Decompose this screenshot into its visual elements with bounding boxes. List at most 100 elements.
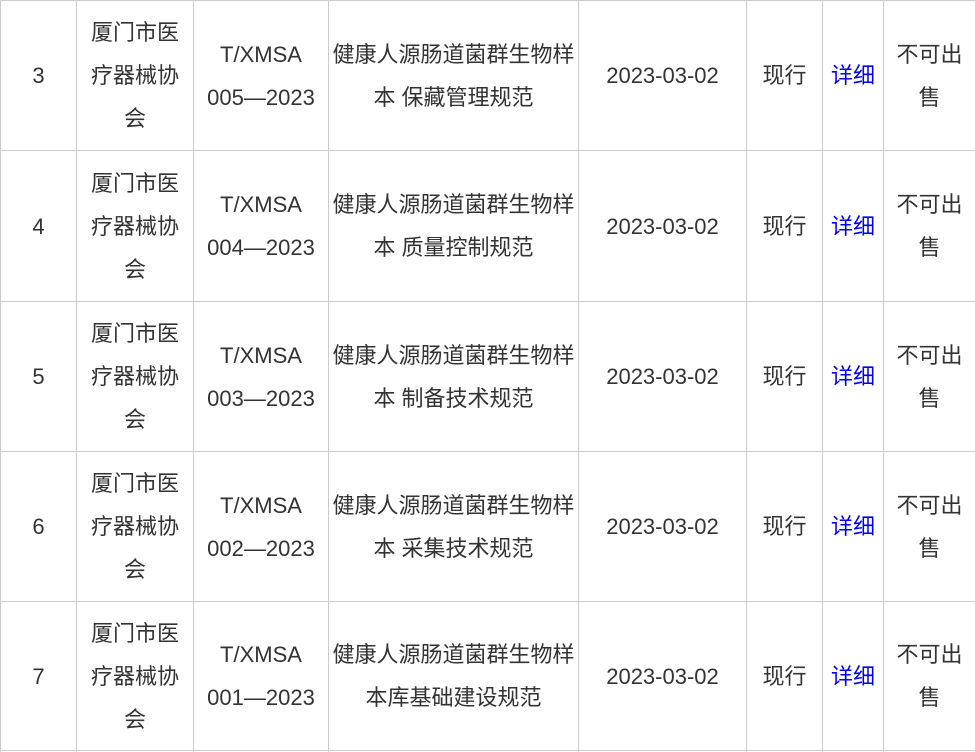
standard-code-line: T/XMSA: [220, 642, 302, 667]
org-line: 疗器械协: [90, 364, 179, 389]
status-cell: 现行: [746, 0, 823, 151]
detail-cell: 详细: [822, 301, 884, 452]
publish-date: 2023-03-02: [606, 514, 719, 539]
detail-link[interactable]: 详细: [830, 663, 875, 689]
publish-date: 2023-03-02: [606, 63, 719, 88]
org-line: 疗器械协: [90, 213, 179, 239]
standard-name-line: 本 保藏管理规范: [373, 84, 534, 110]
standard-code-cell: T/XMSA 002—2023: [193, 451, 329, 602]
detail-cell: 详细: [822, 451, 884, 602]
org-line: 疗器械协: [90, 63, 179, 88]
status-cell: 现行: [746, 150, 823, 302]
standard-code-line: T/XMSA: [220, 41, 302, 67]
sale-status-line: 售: [918, 685, 941, 710]
detail-link[interactable]: 详细: [830, 364, 875, 389]
standard-name-line: 本库基础建设规范: [365, 685, 542, 710]
standard-name-line: 健康人源肠道菌群生物样: [332, 41, 575, 67]
standard-code-line: 005—2023: [207, 84, 315, 110]
org-cell: 厦门市医 疗器械协 会: [76, 451, 194, 602]
standard-code-cell: T/XMSA 005—2023: [193, 0, 329, 151]
standard-code-line: 001—2023: [207, 685, 315, 710]
org-line: 疗器械协: [90, 663, 179, 689]
status-label: 现行: [762, 63, 807, 88]
org-line: 厦门市医: [90, 620, 179, 646]
table-row-clipped: [0, 750, 975, 752]
standard-name-line: 本 质量控制规范: [373, 235, 534, 260]
standard-name-cell: 健康人源肠道菌群生物样 本 制备技术规范: [328, 301, 579, 452]
row-index-cell: 6: [0, 451, 77, 602]
detail-link[interactable]: 详细: [830, 63, 875, 88]
detail-link[interactable]: 详细: [830, 213, 875, 239]
standard-name-cell: 健康人源肠道菌群生物样 本 质量控制规范: [328, 150, 579, 302]
standard-code-line: 003—2023: [207, 385, 315, 411]
status-cell: 现行: [746, 601, 823, 751]
detail-cell: 详细: [822, 601, 884, 751]
sale-status-line: 不可出: [896, 192, 963, 217]
standard-name-cell: 健康人源肠道菌群生物样 本 保藏管理规范: [328, 0, 579, 151]
table-row: 7 厦门市医 疗器械协 会 T/XMSA 001—2023 健康人源肠道菌群生物…: [0, 601, 975, 751]
sale-status-cell: 不可出 售: [883, 150, 975, 302]
org-cell: 厦门市医 疗器械协 会: [76, 150, 194, 302]
standard-name-cell: 健康人源肠道菌群生物样 本库基础建设规范: [328, 601, 579, 751]
standard-code-cell: T/XMSA 004—2023: [193, 150, 329, 302]
org-line: 厦门市医: [90, 170, 179, 196]
sale-status-cell: 不可出 售: [883, 451, 975, 602]
row-index: 5: [32, 364, 45, 389]
standard-code-line: T/XMSA: [220, 192, 302, 217]
row-index: 4: [32, 213, 45, 239]
org-line: 厦门市医: [90, 471, 179, 496]
row-index: 3: [32, 63, 45, 88]
sale-status-line: 不可出: [896, 492, 963, 518]
org-cell: 厦门市医 疗器械协 会: [76, 301, 194, 452]
publish-date: 2023-03-02: [606, 213, 719, 239]
org-line: 厦门市医: [90, 321, 179, 346]
sale-status-line: 不可出: [896, 342, 963, 368]
publish-date: 2023-03-02: [606, 663, 719, 689]
status-label: 现行: [762, 213, 807, 239]
publish-date-cell: 2023-03-02: [578, 301, 747, 452]
standard-code-line: 002—2023: [207, 535, 315, 561]
org-line: 会: [123, 106, 146, 131]
org-line: 会: [123, 557, 146, 582]
org-line: 会: [123, 706, 146, 732]
row-index-cell: 4: [0, 150, 77, 302]
org-line: 疗器械协: [90, 514, 179, 539]
standard-name-line: 健康人源肠道菌群生物样: [332, 192, 575, 217]
standard-name-line: 健康人源肠道菌群生物样: [332, 492, 575, 518]
org-cell: 厦门市医 疗器械协 会: [76, 601, 194, 751]
org-line: 会: [123, 407, 146, 432]
sale-status-cell: 不可出 售: [883, 301, 975, 452]
detail-link[interactable]: 详细: [830, 514, 875, 539]
sale-status-line: 不可出: [896, 642, 963, 667]
sale-status-line: 售: [918, 535, 941, 561]
detail-cell: 详细: [822, 150, 884, 302]
publish-date-cell: 2023-03-02: [578, 0, 747, 151]
table-row: 6 厦门市医 疗器械协 会 T/XMSA 002—2023 健康人源肠道菌群生物…: [0, 451, 975, 602]
standard-name-line: 本 制备技术规范: [373, 385, 534, 411]
standard-name-line: 本 采集技术规范: [373, 535, 534, 561]
row-index: 7: [32, 663, 45, 689]
row-index-cell: 5: [0, 301, 77, 452]
status-label: 现行: [762, 514, 807, 539]
detail-cell: 详细: [822, 0, 884, 151]
publish-date: 2023-03-02: [606, 364, 719, 389]
row-index-cell: 3: [0, 0, 77, 151]
sale-status-line: 不可出: [896, 41, 963, 67]
standard-name-line: 健康人源肠道菌群生物样: [332, 642, 575, 667]
sale-status-cell: 不可出 售: [883, 601, 975, 751]
org-line: 会: [123, 256, 146, 282]
row-index-cell: 7: [0, 601, 77, 751]
table-row: 4 厦门市医 疗器械协 会 T/XMSA 004—2023 健康人源肠道菌群生物…: [0, 150, 975, 302]
standard-name-line: 健康人源肠道菌群生物样: [332, 342, 575, 368]
publish-date-cell: 2023-03-02: [578, 150, 747, 302]
standard-name-cell: 健康人源肠道菌群生物样 本 采集技术规范: [328, 451, 579, 602]
table-row: 3 厦门市医 疗器械协 会 T/XMSA 005—2023 健康人源肠道菌群生物…: [0, 0, 975, 151]
standard-code-line: T/XMSA: [220, 342, 302, 368]
row-index: 6: [32, 514, 45, 539]
standard-code-line: T/XMSA: [220, 492, 302, 518]
sale-status-line: 售: [918, 84, 941, 110]
sale-status-cell: 不可出 售: [883, 0, 975, 151]
standard-code-line: 004—2023: [207, 235, 315, 260]
